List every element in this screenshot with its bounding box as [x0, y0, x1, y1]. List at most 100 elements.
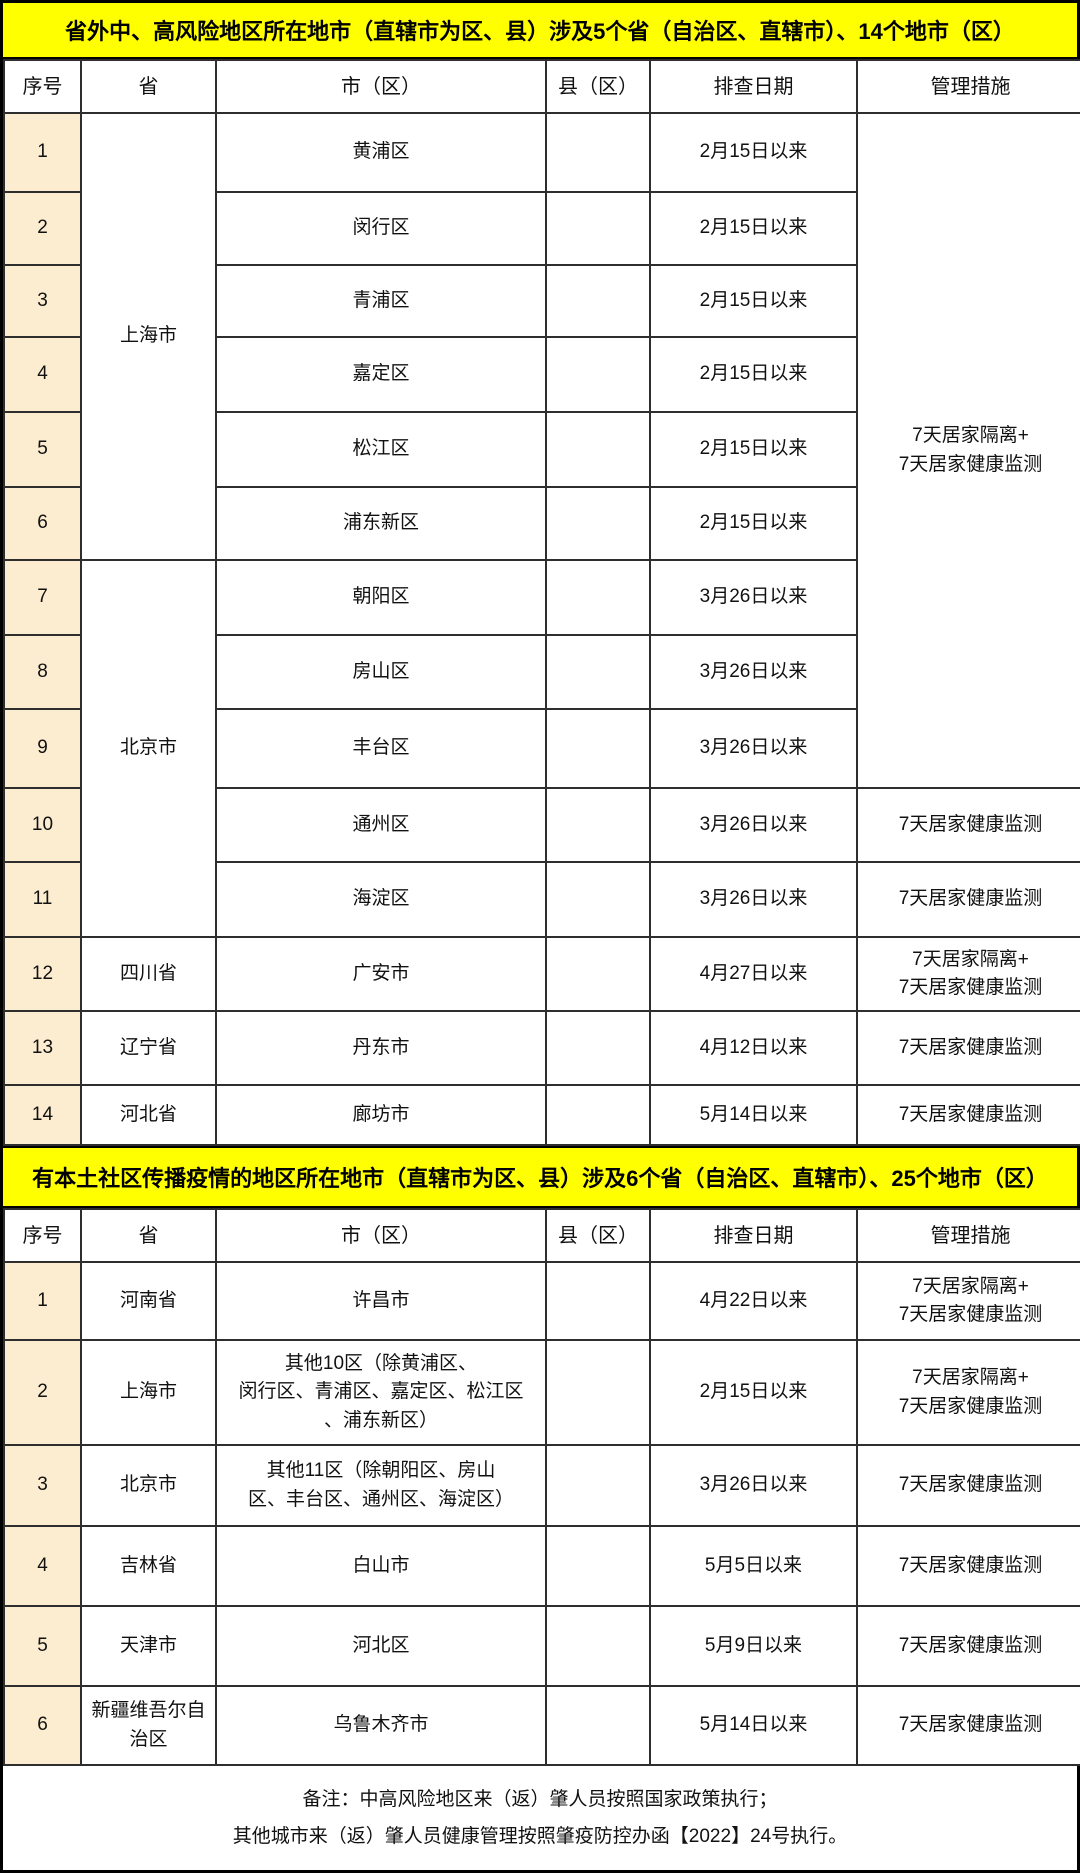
table-row: 9 丰台区 3月26日以来 — [3, 708, 1080, 789]
table-row: 11 海淀区 3月26日以来 7天居家健康监测 — [3, 861, 1080, 938]
city-cell: 嘉定区 — [215, 336, 547, 413]
county-cell — [545, 1084, 651, 1146]
city-cell: 朝阳区 — [215, 559, 547, 636]
city-cell: 闵行区 — [215, 191, 547, 266]
city-cell: 房山区 — [215, 634, 547, 710]
date-cell: 2月15日以来 — [649, 486, 858, 561]
seq-cell: 13 — [3, 1010, 82, 1086]
table-row: 7 北京市 朝阳区 3月26日以来 — [3, 559, 1080, 938]
table-row: 8 房山区 3月26日以来 — [3, 634, 1080, 710]
province-cell: 新疆维吾尔自 治区 — [80, 1685, 217, 1766]
header-city: 市（区） — [215, 1208, 547, 1263]
outside-risk-area-table: 序号 省 市（区） 县（区） 排查日期 管理措施 1 上海市 黄浦区 2月15日… — [3, 59, 1080, 1146]
county-cell — [545, 1444, 651, 1527]
date-cell: 2月15日以来 — [649, 336, 858, 413]
province-cell: 辽宁省 — [80, 1010, 217, 1086]
date-cell: 3月26日以来 — [649, 559, 858, 636]
seq-cell: 5 — [3, 411, 82, 488]
county-cell — [545, 1525, 651, 1607]
measure-cell: 7天居家健康监测 — [856, 1444, 1080, 1527]
seq-cell: 9 — [3, 708, 82, 789]
measure-cell: 7天居家健康监测 — [856, 1605, 1080, 1687]
date-cell: 3月26日以来 — [649, 708, 858, 789]
date-cell: 4月12日以来 — [649, 1010, 858, 1086]
section2-title-banner: 有本土社区传播疫情的地区所在地市（直辖市为区、县）涉及6个省（自治区、直辖市）、… — [3, 1146, 1077, 1208]
table-row: 10 通州区 3月26日以来 7天居家健康监测 — [3, 787, 1080, 863]
table-row: 13 辽宁省 丹东市 4月12日以来 7天居家健康监测 — [3, 1010, 1080, 1086]
date-cell: 5月14日以来 — [649, 1084, 858, 1146]
county-cell — [545, 411, 651, 488]
seq-cell: 2 — [3, 1339, 82, 1446]
province-cell: 四川省 — [80, 936, 217, 1012]
measure-cell: 7天居家健康监测 — [856, 1685, 1080, 1766]
city-cell: 浦东新区 — [215, 486, 547, 561]
city-cell: 青浦区 — [215, 264, 547, 338]
date-cell: 3月26日以来 — [649, 1444, 858, 1527]
table-row: 4 吉林省 白山市 5月5日以来 7天居家健康监测 — [3, 1525, 1080, 1607]
county-cell — [545, 634, 651, 710]
county-cell — [545, 559, 651, 636]
date-cell: 2月15日以来 — [649, 112, 858, 193]
table-row: 3 青浦区 2月15日以来 — [3, 264, 1080, 338]
county-cell — [545, 787, 651, 863]
date-cell: 5月5日以来 — [649, 1525, 858, 1607]
date-cell: 3月26日以来 — [649, 787, 858, 863]
measure-cell: 7天居家隔离+ 7天居家健康监测 — [856, 1339, 1080, 1446]
header-measure: 管理措施 — [856, 59, 1080, 114]
city-cell: 丹东市 — [215, 1010, 547, 1086]
seq-cell: 7 — [3, 559, 82, 636]
header-seq: 序号 — [3, 1208, 82, 1263]
date-cell: 5月14日以来 — [649, 1685, 858, 1766]
measure-cell: 7天居家健康监测 — [856, 861, 1080, 938]
seq-cell: 12 — [3, 936, 82, 1012]
header-county: 县（区） — [545, 1208, 651, 1263]
province-cell: 吉林省 — [80, 1525, 217, 1607]
date-cell: 4月22日以来 — [649, 1261, 858, 1341]
measure-cell: 7天居家健康监测 — [856, 1010, 1080, 1086]
city-cell: 廊坊市 — [215, 1084, 547, 1146]
county-cell — [545, 708, 651, 789]
county-cell — [545, 486, 651, 561]
city-cell: 其他11区（除朝阳区、房山 区、丰台区、通州区、海淀区） — [215, 1444, 547, 1527]
date-cell: 2月15日以来 — [649, 191, 858, 266]
seq-cell: 11 — [3, 861, 82, 938]
date-cell: 4月27日以来 — [649, 936, 858, 1012]
seq-cell: 6 — [3, 1685, 82, 1766]
province-cell: 上海市 — [80, 112, 217, 561]
city-cell: 河北区 — [215, 1605, 547, 1687]
header-seq: 序号 — [3, 59, 82, 114]
measure-cell: 7天居家健康监测 — [856, 787, 1080, 863]
seq-cell: 10 — [3, 787, 82, 863]
seq-cell: 3 — [3, 1444, 82, 1527]
table-row: 4 嘉定区 2月15日以来 — [3, 336, 1080, 413]
seq-cell: 1 — [3, 1261, 82, 1341]
county-cell — [545, 1605, 651, 1687]
header-date: 排查日期 — [649, 59, 858, 114]
section1-title-banner: 省外中、高风险地区所在地市（直辖市为区、县）涉及5个省（自治区、直辖市）、14个… — [3, 3, 1077, 59]
table-row: 1 上海市 黄浦区 2月15日以来 7天居家隔离+ 7天居家健康监测 — [3, 112, 1080, 789]
province-cell: 上海市 — [80, 1339, 217, 1446]
county-cell — [545, 1685, 651, 1766]
city-cell: 乌鲁木齐市 — [215, 1685, 547, 1766]
measure-cell: 7天居家隔离+ 7天居家健康监测 — [856, 112, 1080, 789]
city-cell: 白山市 — [215, 1525, 547, 1607]
county-cell — [545, 1261, 651, 1341]
measure-cell: 7天居家健康监测 — [856, 1084, 1080, 1146]
table-row: 5 松江区 2月15日以来 — [3, 411, 1080, 488]
table-row: 1 河南省 许昌市 4月22日以来 7天居家隔离+ 7天居家健康监测 — [3, 1261, 1080, 1341]
date-cell: 3月26日以来 — [649, 861, 858, 938]
province-cell: 天津市 — [80, 1605, 217, 1687]
seq-cell: 14 — [3, 1084, 82, 1146]
county-cell — [545, 1010, 651, 1086]
measure-cell: 7天居家隔离+ 7天居家健康监测 — [856, 1261, 1080, 1341]
header-measure: 管理措施 — [856, 1208, 1080, 1263]
table-row: 2 闵行区 2月15日以来 — [3, 191, 1080, 266]
city-cell: 其他10区（除黄浦区、 闵行区、青浦区、嘉定区、松江区 、浦东新区） — [215, 1339, 547, 1446]
city-cell: 松江区 — [215, 411, 547, 488]
date-cell: 2月15日以来 — [649, 1339, 858, 1446]
table-row: 5 天津市 河北区 5月9日以来 7天居家健康监测 — [3, 1605, 1080, 1687]
table-row: 12 四川省 广安市 4月27日以来 7天居家隔离+ 7天居家健康监测 — [3, 936, 1080, 1012]
table-row: 6 浦东新区 2月15日以来 — [3, 486, 1080, 561]
table-row: 14 河北省 廊坊市 5月14日以来 7天居家健康监测 — [3, 1084, 1080, 1146]
county-cell — [545, 336, 651, 413]
